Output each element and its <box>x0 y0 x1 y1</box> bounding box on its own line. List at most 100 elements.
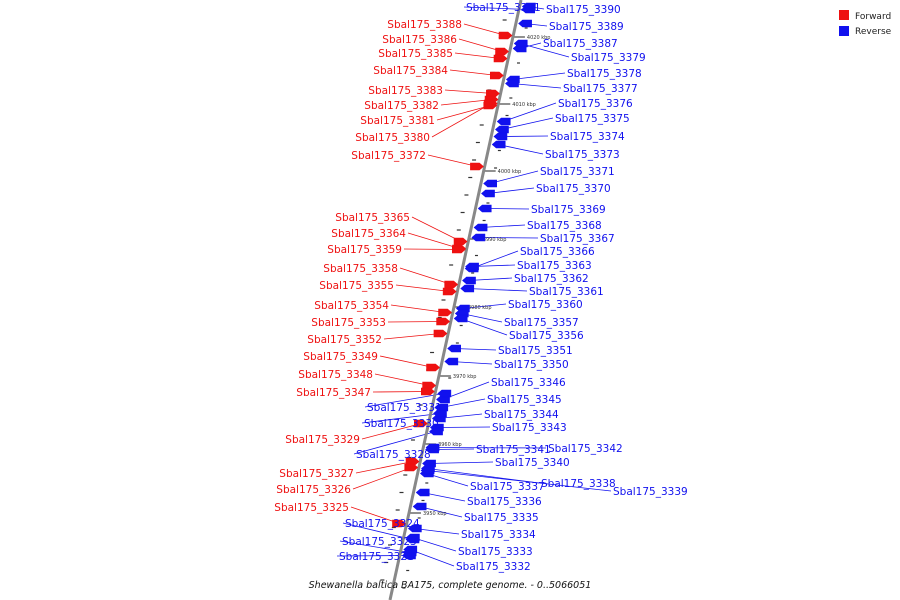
tick-label: 4010 kbp <box>512 102 536 108</box>
gene-label[interactable]: Sbal175_3335 <box>464 512 539 524</box>
gene-label[interactable]: Sbal175_3327 <box>279 468 354 480</box>
forward-gene-glyph <box>438 308 453 317</box>
gene-label[interactable]: Sbal175_3344 <box>484 409 559 421</box>
leader-line <box>499 135 549 137</box>
gene-label[interactable]: Sbal175_3363 <box>517 260 592 272</box>
gene-label[interactable]: Sbal175_3375 <box>555 113 630 125</box>
gene-label[interactable]: Sbal175_3377 <box>563 83 638 95</box>
gene-label[interactable]: Sbal175_3366 <box>520 246 595 258</box>
gene-label[interactable]: Sbal175_3326 <box>276 484 351 496</box>
forward-gene-glyph <box>498 31 513 40</box>
gene-label[interactable]: Sbal175_3380 <box>355 132 430 144</box>
leader-line <box>511 83 562 89</box>
gene-label[interactable]: Sbal175_3373 <box>545 149 620 161</box>
forward-gene-glyph <box>392 519 406 528</box>
reverse-gene-glyph <box>471 233 486 242</box>
gene-label[interactable]: Sbal175_3368 <box>527 220 602 232</box>
gene-label[interactable]: Sbal175_3336 <box>467 496 542 508</box>
gene-label[interactable]: Sbal175_3370 <box>536 183 611 195</box>
gene-label[interactable]: Sbal175_3341 <box>476 444 551 456</box>
leader-line <box>498 144 544 155</box>
forward-gene-glyph <box>470 162 484 171</box>
gene-label[interactable]: Sbal175_3333 <box>458 546 533 558</box>
gene-label[interactable]: Sbal175_3381 <box>360 115 435 127</box>
gene-label[interactable]: Sbal175_3324 <box>345 518 420 530</box>
gene-label[interactable]: Sbal175_3325 <box>274 502 349 514</box>
gene-label[interactable]: Sbal175_3334 <box>461 529 536 541</box>
gene-label[interactable]: Sbal175_3372 <box>351 150 426 162</box>
gene-label[interactable]: Sbal175_3388 <box>387 19 462 31</box>
leader-line <box>407 232 460 249</box>
leader-line <box>414 528 460 535</box>
gene-label[interactable]: Sbal175_3376 <box>558 98 633 110</box>
gene-label[interactable]: Sbal175_3355 <box>319 280 394 292</box>
gene-label[interactable]: Sbal175_3329 <box>285 434 360 446</box>
gene-label[interactable]: Sbal175_3350 <box>494 359 569 371</box>
forward-gene-glyph <box>489 71 504 80</box>
gene-label[interactable]: Sbal175_3353 <box>311 317 386 329</box>
gene-label[interactable]: Sbal175_3390 <box>546 4 621 16</box>
gene-label[interactable]: Sbal175_3360 <box>508 299 583 311</box>
gene-label[interactable]: Sbal175_3389 <box>549 21 624 33</box>
leader-line <box>428 461 494 464</box>
gene-label[interactable]: Sbal175_3369 <box>531 204 606 216</box>
forward-gene-glyph <box>493 54 508 63</box>
gene-label[interactable]: Sbal175_3332 <box>456 561 531 573</box>
gene-label[interactable]: Sbal175_3321 <box>339 551 414 563</box>
leader-line <box>399 267 452 285</box>
gene-label[interactable]: Sbal175_3384 <box>373 65 448 77</box>
gene-label[interactable]: Sbal175_3391 <box>466 2 541 14</box>
gene-label[interactable]: Sbal175_3356 <box>509 330 584 342</box>
tick-label: 3950 kbp <box>423 511 447 517</box>
gene-label[interactable]: Sbal175_3337 <box>470 481 545 493</box>
gene-label[interactable]: Sbal175_3379 <box>571 52 646 64</box>
gene-label[interactable]: Sbal175_3378 <box>567 68 642 80</box>
gene-label[interactable]: Sbal175_3339 <box>613 486 688 498</box>
gene-label[interactable]: Sbal175_3330 <box>364 418 439 430</box>
gene-label[interactable]: Sbal175_3331 <box>367 402 442 414</box>
reverse-gene-glyph <box>437 389 452 398</box>
reverse-gene-glyph <box>433 409 447 418</box>
gene-label[interactable]: Sbal175_3328 <box>356 449 431 461</box>
gene-label[interactable]: Sbal175_3367 <box>540 233 615 245</box>
gene-label[interactable]: Sbal175_3385 <box>378 48 453 60</box>
gene-label[interactable]: Sbal175_3386 <box>382 34 457 46</box>
gene-label[interactable]: Sbal175_3340 <box>495 457 570 469</box>
legend-reverse-swatch <box>839 26 849 36</box>
reverse-gene-glyph <box>403 545 418 554</box>
gene-label[interactable]: Sbal175_3345 <box>487 394 562 406</box>
gene-label[interactable]: Sbal175_3364 <box>331 228 406 240</box>
leader-line <box>409 549 455 567</box>
gene-label[interactable]: Sbal175_3358 <box>323 263 398 275</box>
gene-label[interactable]: Sbal175_3374 <box>550 131 625 143</box>
gene-label[interactable]: Sbal175_3348 <box>298 369 373 381</box>
gene-label[interactable]: Sbal175_3354 <box>314 300 389 312</box>
gene-label[interactable]: Sbal175_3387 <box>543 38 618 50</box>
forward-gene-glyph <box>444 280 459 289</box>
gene-label[interactable]: Sbal175_3357 <box>504 317 579 329</box>
gene-label[interactable]: Sbal175_3359 <box>327 244 402 256</box>
tick-label: 3980 kbp <box>468 305 492 311</box>
gene-label[interactable]: Sbal175_3346 <box>491 377 566 389</box>
gene-label[interactable]: Sbal175_3338 <box>541 478 616 490</box>
gene-label[interactable]: Sbal175_3365 <box>335 212 410 224</box>
gene-label[interactable]: Sbal175_3347 <box>296 387 371 399</box>
gene-label[interactable]: Sbal175_3342 <box>548 443 623 455</box>
gene-label[interactable]: Sbal175_3383 <box>368 85 443 97</box>
gene-label[interactable]: Sbal175_3349 <box>303 351 378 363</box>
leader-line <box>383 333 441 340</box>
gene-label[interactable]: Sbal175_3371 <box>540 166 615 178</box>
gene-label[interactable]: Sbal175_3323 <box>342 536 417 548</box>
leader-line <box>411 216 462 242</box>
leader-line <box>463 6 528 10</box>
gene-label[interactable]: Sbal175_3362 <box>514 273 589 285</box>
gene-label[interactable]: Sbal175_3352 <box>307 334 382 346</box>
gene-label[interactable]: Sbal175_3382 <box>364 100 439 112</box>
forward-gene-glyph <box>433 329 448 338</box>
leader-line <box>489 170 539 184</box>
forward-gene-glyph <box>436 317 451 326</box>
leader-line <box>427 470 612 492</box>
gene-label[interactable]: Sbal175_3343 <box>492 422 567 434</box>
gene-label[interactable]: Sbal175_3351 <box>498 345 573 357</box>
gene-label[interactable]: Sbal175_3361 <box>529 286 604 298</box>
